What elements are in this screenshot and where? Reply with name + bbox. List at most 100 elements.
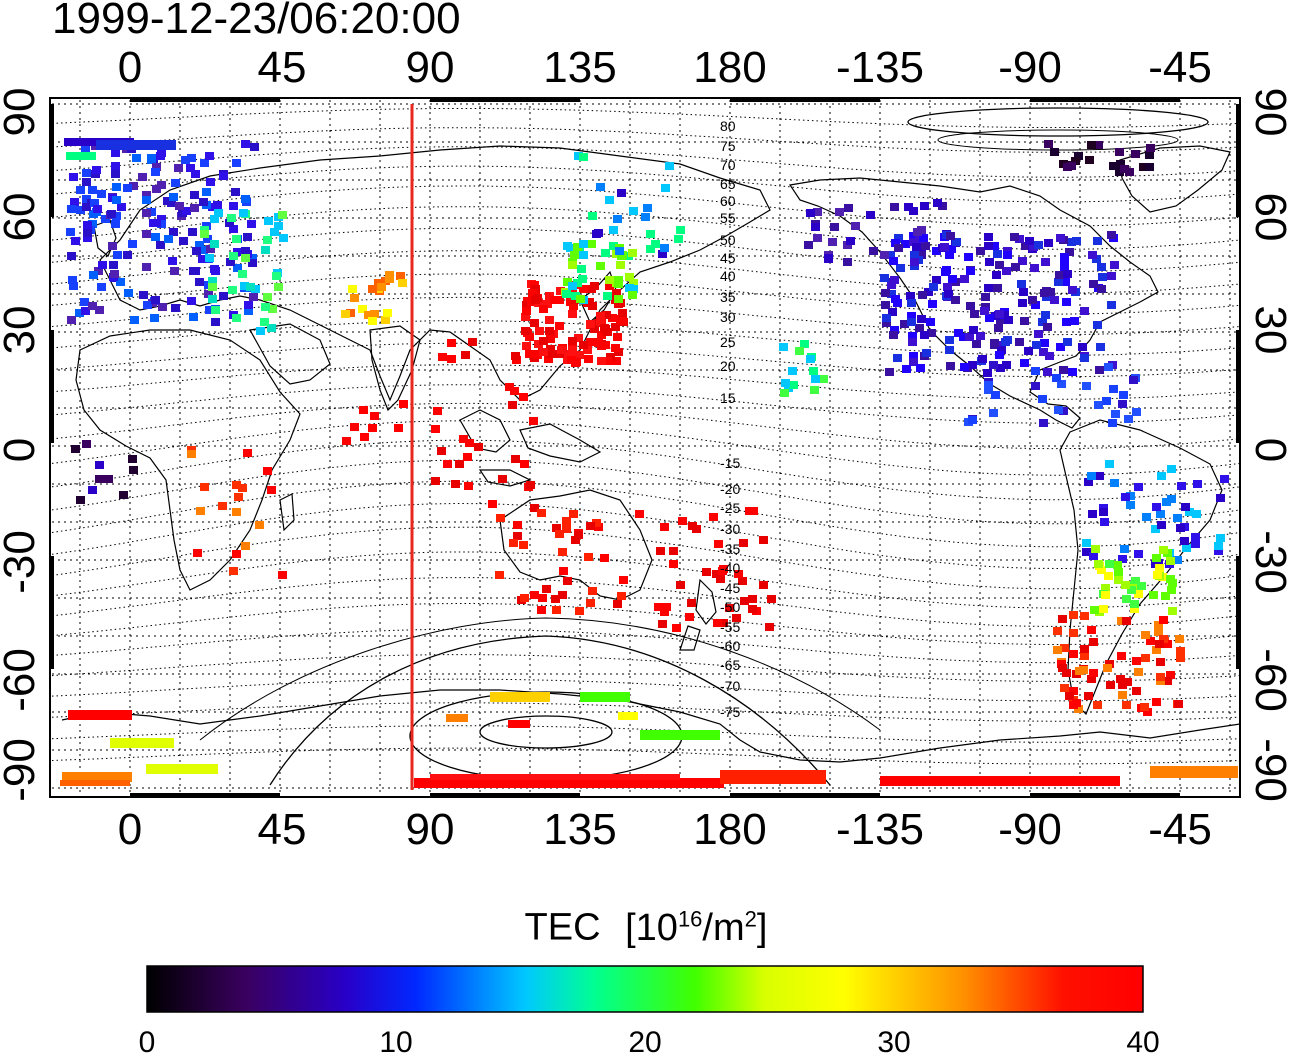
tec-point — [566, 298, 575, 306]
contour-label: -55 — [720, 619, 740, 635]
contour-label: 15 — [720, 390, 736, 406]
tec-point — [959, 333, 968, 341]
tec-point — [1041, 258, 1050, 266]
tec-point — [1058, 615, 1067, 623]
tec-point — [238, 270, 247, 278]
tec-point — [613, 600, 622, 608]
tec-point — [1137, 582, 1146, 590]
tec-point — [1094, 401, 1103, 409]
tec-point — [370, 310, 379, 318]
tec-point — [204, 290, 213, 298]
colorbar-quantity: TEC — [524, 906, 601, 949]
tec-point — [1130, 605, 1139, 613]
tec-point — [488, 500, 497, 508]
tec-point — [910, 251, 919, 259]
tec-point — [830, 223, 839, 231]
tec-point — [1044, 140, 1053, 148]
tec-point — [917, 251, 926, 259]
tec-point — [576, 295, 585, 303]
right-lat-label: -90 — [1246, 738, 1292, 802]
tec-point — [511, 352, 520, 360]
tec-point — [616, 261, 625, 269]
tec-point — [67, 316, 76, 324]
tec-point — [116, 278, 125, 286]
tec-point — [965, 333, 974, 341]
tec-point — [1069, 687, 1078, 695]
tec-point — [629, 285, 638, 293]
tec-point — [813, 234, 822, 242]
tec-point — [147, 208, 156, 216]
tec-point — [719, 619, 728, 627]
tec-point — [966, 267, 975, 275]
contour-label: 40 — [720, 268, 736, 284]
tec-point — [714, 540, 723, 548]
tec-point — [1011, 263, 1020, 271]
tec-point — [567, 356, 576, 364]
right-lat-label: 60 — [1246, 193, 1292, 242]
tec-point — [1155, 640, 1164, 648]
tec-point — [69, 282, 78, 290]
tec-point — [1122, 617, 1131, 625]
tec-point — [90, 199, 99, 207]
right-lat-label: 30 — [1246, 306, 1292, 355]
tec-point — [619, 576, 628, 584]
tec-point — [156, 241, 165, 249]
tec-point-strip — [62, 772, 132, 782]
tec-point — [781, 379, 790, 387]
tec-point — [255, 521, 264, 529]
tec-point-strip — [580, 692, 630, 702]
tec-point — [909, 238, 918, 246]
tec-point — [241, 542, 250, 550]
tec-point — [187, 154, 196, 162]
tec-point — [1089, 638, 1098, 646]
tec-point — [437, 447, 446, 455]
top-lon-label: 0 — [118, 43, 142, 92]
tec-point — [1099, 508, 1108, 516]
tec-point — [89, 271, 98, 279]
tec-point — [1121, 493, 1130, 501]
tec-point — [1019, 288, 1028, 296]
bottom-lon-label: -90 — [998, 805, 1062, 854]
tec-point — [1114, 576, 1123, 584]
tec-point — [539, 348, 548, 356]
tec-point — [211, 306, 220, 314]
tec-point — [519, 393, 528, 401]
tec-point — [1156, 658, 1165, 666]
tec-point — [562, 290, 571, 298]
tec-point — [588, 587, 597, 595]
tec-point — [1180, 537, 1189, 545]
tec-point — [157, 220, 166, 228]
contour-label: -25 — [720, 500, 740, 516]
contour-label: 70 — [720, 157, 736, 173]
top-longitude-labels: 0 45 90 135 180 -135 -90 -45 — [118, 43, 1212, 92]
tec-point — [381, 316, 390, 324]
tec-point — [985, 258, 994, 266]
tec-point — [539, 305, 548, 313]
tec-point — [945, 251, 954, 259]
tec-point — [219, 292, 228, 300]
tec-point — [1120, 545, 1129, 553]
tec-point — [586, 320, 595, 328]
bottom-lon-label: -135 — [836, 805, 924, 854]
tec-point — [447, 339, 456, 347]
tec-point — [716, 575, 725, 583]
tec-point — [929, 283, 938, 291]
tec-point — [1057, 380, 1066, 388]
tec-point-strip — [640, 730, 720, 740]
tec-point — [129, 182, 138, 190]
tec-point — [534, 340, 543, 348]
tec-point — [1104, 363, 1113, 371]
tec-point — [341, 310, 350, 318]
tec-point — [1084, 478, 1093, 486]
tec-point — [1031, 367, 1040, 375]
tec-point — [232, 314, 241, 322]
tec-point — [545, 292, 554, 300]
tec-point — [579, 240, 588, 248]
tec-point — [1002, 267, 1011, 275]
tec-point — [573, 243, 582, 251]
tec-point — [676, 226, 685, 234]
top-lon-label: -90 — [998, 43, 1062, 92]
tec-point — [69, 173, 78, 181]
left-lat-label: 60 — [0, 193, 44, 242]
tec-point-strip — [720, 770, 826, 784]
